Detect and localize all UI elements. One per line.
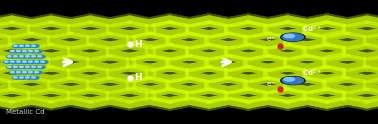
Circle shape [19, 66, 27, 69]
Circle shape [37, 55, 45, 58]
Circle shape [28, 61, 36, 63]
Circle shape [26, 56, 29, 57]
Circle shape [25, 66, 33, 69]
Circle shape [12, 45, 21, 47]
Circle shape [34, 50, 42, 53]
Circle shape [14, 66, 17, 67]
Circle shape [19, 45, 27, 47]
Circle shape [35, 72, 39, 73]
Circle shape [281, 33, 305, 41]
Circle shape [29, 50, 33, 52]
Circle shape [15, 50, 24, 53]
Circle shape [20, 66, 23, 67]
Circle shape [31, 45, 39, 47]
Circle shape [284, 34, 294, 38]
Circle shape [31, 55, 39, 58]
Circle shape [20, 45, 23, 46]
Circle shape [11, 50, 14, 52]
Circle shape [22, 71, 30, 74]
Circle shape [25, 55, 33, 58]
Circle shape [15, 61, 24, 63]
Circle shape [17, 72, 20, 73]
Circle shape [23, 61, 26, 62]
Circle shape [17, 61, 20, 62]
Circle shape [8, 56, 11, 57]
Circle shape [23, 50, 26, 52]
Circle shape [12, 55, 21, 58]
Circle shape [29, 61, 33, 62]
Circle shape [9, 50, 18, 53]
Circle shape [34, 61, 42, 63]
Circle shape [26, 45, 29, 46]
Circle shape [22, 61, 30, 63]
Text: Cd$^{2+}$: Cd$^{2+}$ [302, 67, 322, 79]
Text: Cd$^{2+}$: Cd$^{2+}$ [302, 24, 322, 35]
Circle shape [15, 71, 24, 74]
Circle shape [281, 77, 305, 85]
Circle shape [9, 71, 18, 74]
Circle shape [29, 72, 33, 73]
Circle shape [14, 77, 17, 78]
Circle shape [20, 77, 23, 78]
Circle shape [19, 55, 27, 58]
Circle shape [14, 56, 17, 57]
Circle shape [3, 61, 12, 63]
Circle shape [14, 45, 17, 46]
Circle shape [282, 77, 304, 84]
Circle shape [32, 66, 36, 67]
Circle shape [11, 72, 14, 73]
Text: e$^{-}$: e$^{-}$ [266, 35, 276, 44]
Circle shape [35, 50, 39, 52]
Circle shape [6, 55, 15, 58]
Circle shape [12, 77, 21, 79]
Circle shape [5, 61, 8, 62]
Circle shape [31, 77, 39, 79]
Circle shape [23, 72, 26, 73]
Circle shape [20, 56, 23, 57]
Circle shape [32, 77, 36, 78]
Circle shape [35, 61, 39, 62]
Circle shape [11, 61, 14, 62]
Circle shape [34, 71, 42, 74]
Circle shape [41, 61, 45, 62]
Circle shape [32, 45, 36, 46]
Circle shape [28, 50, 36, 53]
Circle shape [25, 77, 33, 79]
Text: H: H [134, 73, 142, 82]
Text: H: H [134, 40, 142, 48]
Circle shape [284, 78, 294, 81]
Circle shape [28, 71, 36, 74]
Circle shape [32, 56, 36, 57]
Circle shape [22, 50, 30, 53]
Text: e$^{-}$: e$^{-}$ [266, 80, 276, 89]
Circle shape [25, 45, 33, 47]
Circle shape [19, 77, 27, 79]
Circle shape [37, 66, 45, 69]
Circle shape [26, 66, 29, 67]
Circle shape [9, 61, 18, 63]
Circle shape [8, 66, 11, 67]
Circle shape [12, 66, 21, 69]
Circle shape [38, 56, 42, 57]
Circle shape [282, 34, 304, 41]
Circle shape [40, 61, 48, 63]
Circle shape [26, 77, 29, 78]
Circle shape [6, 66, 15, 69]
Text: Metallic Cd: Metallic Cd [6, 109, 45, 115]
Circle shape [17, 50, 20, 52]
Circle shape [38, 66, 42, 67]
Circle shape [31, 66, 39, 69]
